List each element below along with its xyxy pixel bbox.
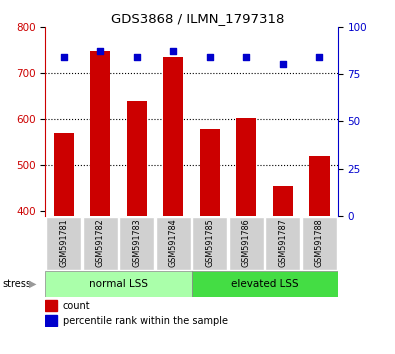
Text: elevated LSS: elevated LSS bbox=[231, 279, 299, 289]
Text: GSM591782: GSM591782 bbox=[96, 219, 105, 267]
Text: GSM591783: GSM591783 bbox=[132, 219, 141, 267]
Bar bbox=[119, 217, 154, 270]
Text: GSM591785: GSM591785 bbox=[205, 219, 214, 267]
Bar bbox=[45, 271, 192, 297]
Text: GSM591788: GSM591788 bbox=[315, 219, 324, 267]
Text: stress: stress bbox=[2, 279, 31, 289]
Bar bbox=[54, 133, 74, 216]
Bar bbox=[265, 217, 301, 270]
Bar bbox=[200, 129, 220, 216]
Text: count: count bbox=[63, 301, 90, 311]
Text: GSM591787: GSM591787 bbox=[278, 219, 288, 267]
Point bbox=[280, 62, 286, 67]
Bar bbox=[309, 156, 329, 216]
Point bbox=[170, 48, 177, 54]
Point bbox=[207, 54, 213, 60]
Text: ▶: ▶ bbox=[29, 279, 36, 289]
Point bbox=[60, 54, 67, 60]
Text: normal LSS: normal LSS bbox=[89, 279, 148, 289]
Text: GSM591784: GSM591784 bbox=[169, 219, 178, 267]
Bar bbox=[127, 101, 147, 216]
Bar bbox=[83, 217, 118, 270]
Bar bbox=[156, 217, 191, 270]
Bar bbox=[46, 217, 81, 270]
Bar bbox=[163, 57, 183, 216]
Bar bbox=[45, 315, 57, 326]
Text: GDS3868 / ILMN_1797318: GDS3868 / ILMN_1797318 bbox=[111, 12, 284, 25]
Bar bbox=[229, 217, 264, 270]
Text: percentile rank within the sample: percentile rank within the sample bbox=[63, 316, 228, 326]
Point bbox=[316, 54, 323, 60]
Point bbox=[134, 54, 140, 60]
Bar bbox=[192, 217, 228, 270]
Point bbox=[97, 48, 103, 54]
Point bbox=[243, 54, 250, 60]
Bar bbox=[90, 51, 110, 216]
Bar bbox=[236, 118, 256, 216]
Bar bbox=[273, 186, 293, 216]
Bar bbox=[302, 217, 337, 270]
Bar bbox=[45, 300, 57, 311]
Bar bbox=[192, 271, 338, 297]
Text: GSM591781: GSM591781 bbox=[59, 219, 68, 267]
Text: GSM591786: GSM591786 bbox=[242, 219, 251, 267]
